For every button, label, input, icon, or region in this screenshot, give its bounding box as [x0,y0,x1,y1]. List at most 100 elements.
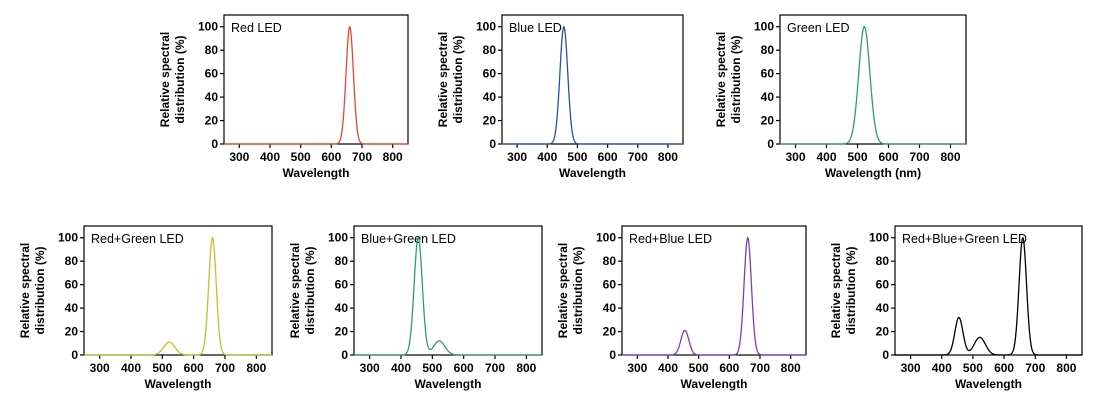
x-tick-label: 300 [901,361,921,375]
spectrum-line [622,236,806,356]
x-tick-label: 500 [567,150,587,164]
y-tick-label: 60 [483,67,497,81]
x-tick-label: 300 [507,150,527,164]
x-tick-label: 800 [246,361,266,375]
y-tick-label: 20 [483,114,497,128]
y-tick-label: 60 [761,67,775,81]
y-tick-label: 0 [609,348,616,362]
chart-panel-6: 0 20 40 60 80 100 300 400 500 600 700 800 Wavelength… [556,225,807,391]
y-axis-title-line1: Relative spectral [556,243,570,338]
y-tick-label: 100 [476,20,496,34]
y-tick-label: 20 [335,325,349,339]
y-tick-label: 60 [205,67,219,81]
y-tick-label: 40 [483,90,497,104]
x-tick-label: 600 [719,361,739,375]
spectrum-line [84,236,272,356]
panel-title: Red+Green LED [91,232,184,246]
y-axis-title-line1: Relative spectral [714,32,728,127]
x-tick-label: 400 [391,361,411,375]
y-axis-title-line1: Relative spectral [829,243,843,338]
x-tick-label: 700 [750,361,770,375]
y-axis-title-line2: distribution (%) [173,36,187,124]
y-tick-label: 0 [211,137,218,151]
x-tick-label: 500 [152,361,172,375]
x-tick-label: 400 [537,150,557,164]
y-tick-label: 0 [767,137,774,151]
panel-title: Red+Blue LED [629,232,712,246]
y-tick-label: 80 [65,254,79,268]
x-tick-label: 400 [658,361,678,375]
panel-title: Red+Blue+Green LED [902,232,1027,246]
x-axis-title: Wavelength [415,377,482,391]
y-tick-label: 80 [876,254,890,268]
x-axis-title: Wavelength [955,377,1022,391]
y-tick-label: 0 [341,348,348,362]
y-tick-label: 40 [205,90,219,104]
chart-panel-2: 0 20 40 60 80 100 300 400 500 600 700 800 Wavelength… [436,14,684,180]
y-axis-title-line2: distribution (%) [729,36,743,124]
y-tick-label: 80 [603,254,617,268]
y-tick-label: 80 [761,43,775,57]
spectrum-line [354,236,542,356]
x-tick-label: 300 [229,150,249,164]
y-tick-label: 100 [58,231,78,245]
y-tick-label: 80 [483,43,497,57]
x-tick-label: 500 [291,150,311,164]
x-tick-label: 800 [516,361,536,375]
y-tick-label: 60 [335,278,349,292]
chart-panel-1: 0 20 40 60 80 100 300 400 500 600 700 800 Wavelength… [158,14,409,180]
panel-title: Blue LED [509,21,562,35]
x-tick-label: 700 [1025,361,1045,375]
y-tick-label: 60 [603,278,617,292]
spectrum-line [224,25,408,145]
y-tick-label: 100 [198,20,218,34]
chart-panel-4: 0 20 40 60 80 100 300 400 500 600 700 800 Wavelength… [18,225,273,391]
plot-frame [779,14,967,145]
y-tick-label: 40 [65,301,79,315]
x-tick-label: 400 [932,361,952,375]
y-tick-label: 80 [335,254,349,268]
chart-panel-3: 0 20 40 60 80 100 300 400 500 600 700 800 Wavelength… [714,14,967,180]
y-tick-label: 20 [761,114,775,128]
y-tick-label: 80 [205,43,219,57]
x-tick-label: 400 [121,361,141,375]
x-tick-label: 800 [781,361,801,375]
y-tick-label: 0 [71,348,78,362]
x-tick-label: 800 [658,150,678,164]
plot-frame [353,225,543,356]
y-tick-label: 40 [761,90,775,104]
x-tick-label: 600 [454,361,474,375]
y-axis-title-line2: distribution (%) [303,247,317,335]
y-axis-title-line1: Relative spectral [436,32,450,127]
x-tick-label: 800 [940,150,960,164]
x-tick-label: 600 [598,150,618,164]
y-tick-label: 20 [65,325,79,339]
y-tick-label: 0 [882,348,889,362]
x-tick-label: 400 [260,150,280,164]
y-tick-label: 100 [754,20,774,34]
x-tick-label: 600 [878,150,898,164]
x-tick-label: 800 [1056,361,1076,375]
y-tick-label: 100 [869,231,889,245]
y-axis-title-line1: Relative spectral [288,243,302,338]
panel-title: Blue+Green LED [361,232,456,246]
y-tick-label: 20 [205,114,219,128]
x-tick-label: 700 [352,150,372,164]
y-axis-title-line2: distribution (%) [33,247,47,335]
y-tick-label: 20 [603,325,617,339]
panel-title: Green LED [787,21,850,35]
y-axis-title-line1: Relative spectral [18,243,32,338]
x-tick-label: 300 [90,361,110,375]
y-tick-label: 100 [596,231,616,245]
panel-title: Red LED [231,21,282,35]
y-axis-title-line1: Relative spectral [158,32,172,127]
x-axis-title: Wavelength [559,166,626,180]
x-tick-label: 500 [689,361,709,375]
y-tick-label: 40 [876,301,890,315]
y-axis-title-line2: distribution (%) [451,36,465,124]
spectrum-line [780,25,966,145]
x-tick-label: 600 [184,361,204,375]
x-tick-label: 700 [215,361,235,375]
